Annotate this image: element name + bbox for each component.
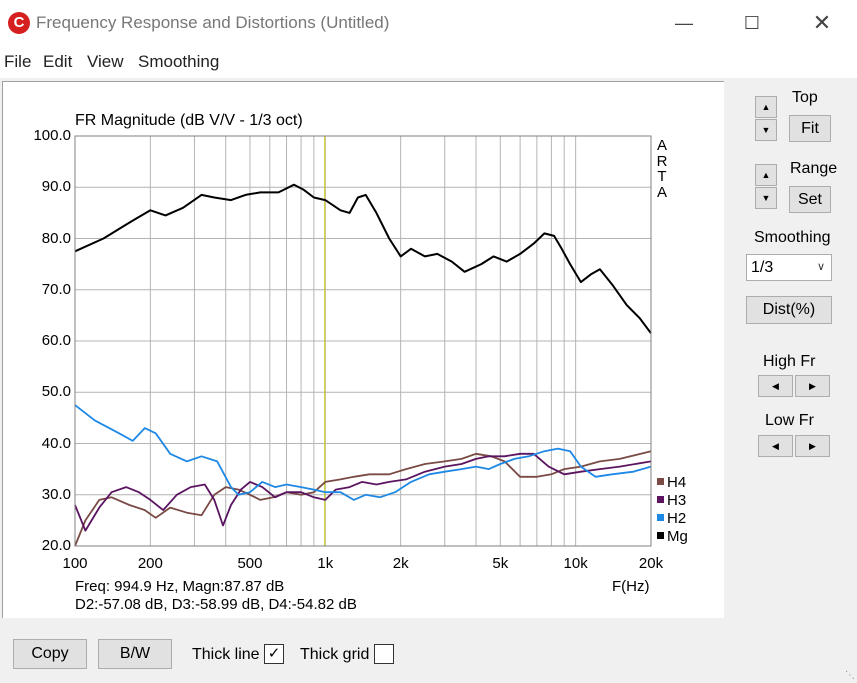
- arta-label: A R T A: [655, 138, 669, 200]
- y-tick-label: 50.0: [41, 383, 71, 401]
- menu-view[interactable]: View: [87, 52, 124, 71]
- window-title: Frequency Response and Distortions (Unti…: [36, 13, 390, 32]
- smoothing-select[interactable]: 1/3 ∨: [746, 254, 832, 281]
- series-line-h4: [74, 450, 652, 547]
- thick-line-checkbox[interactable]: ✓: [264, 644, 284, 664]
- plot-panel[interactable]: [2, 81, 724, 618]
- y-tick-label: 60.0: [41, 332, 71, 349]
- x-tick-label: 20k: [638, 555, 664, 572]
- y-tick-label: 80.0: [41, 229, 71, 247]
- close-icon[interactable]: ✕: [812, 10, 832, 35]
- x-tick-label: 1k: [317, 555, 334, 572]
- app-icon: C: [8, 12, 30, 34]
- thick-grid-label: Thick grid: [300, 646, 370, 663]
- x-tick-label: 500: [237, 555, 263, 572]
- plot-frame: [74, 135, 652, 547]
- top-down-button[interactable]: ▼: [755, 119, 777, 141]
- cursor-readout-freq: Freq: 994.9 Hz, Magn:87.87 dB: [75, 578, 285, 595]
- x-axis-label: F(Hz): [612, 578, 650, 595]
- series-line-h2: [74, 404, 652, 501]
- y-tick-label: 20.0: [41, 537, 71, 554]
- arta-letter: R: [656, 152, 668, 170]
- resize-grip-icon[interactable]: ⋱: [845, 670, 855, 681]
- legend-label: H3: [667, 492, 687, 509]
- x-tick-label: 10k: [563, 555, 588, 572]
- set-button[interactable]: Set: [789, 186, 831, 213]
- fit-button[interactable]: Fit: [789, 115, 831, 142]
- y-tick-label: 90.0: [41, 178, 71, 196]
- copy-button[interactable]: Copy: [13, 639, 87, 669]
- dist-percent-button[interactable]: Dist(%): [746, 296, 832, 324]
- menu-file[interactable]: File: [4, 52, 32, 71]
- legend-swatch: [657, 514, 664, 521]
- thick-grid-checkbox[interactable]: [374, 644, 394, 664]
- y-tick-label: 40.0: [41, 434, 71, 452]
- legend-label: H2: [667, 510, 687, 527]
- legend-label: H4: [667, 474, 687, 491]
- menu-edit[interactable]: Edit: [43, 52, 73, 71]
- x-tick-label: 2k: [392, 555, 409, 572]
- title-bar: C Frequency Response and Distortions (Un…: [0, 0, 857, 46]
- y-tick-label: 30.0: [41, 485, 71, 503]
- chevron-down-icon: ∨: [816, 261, 825, 273]
- x-tick-label: 200: [137, 555, 163, 572]
- smoothing-label: Smoothing: [754, 229, 831, 246]
- maximize-icon[interactable]: ☐: [743, 13, 761, 33]
- range-down-button[interactable]: ▼: [755, 187, 777, 209]
- low-fr-label: Low Fr: [765, 412, 814, 429]
- high-fr-label: High Fr: [763, 353, 816, 370]
- x-tick-label: 5k: [492, 555, 509, 572]
- high-fr-left-button[interactable]: ◀: [758, 375, 793, 397]
- series-line-mg: [74, 183, 652, 334]
- legend-swatch: [657, 496, 664, 503]
- arta-letter: T: [657, 168, 667, 185]
- menu-bar: File Edit View Smoothing: [0, 46, 857, 78]
- range-label: Range: [790, 160, 838, 177]
- arta-letter: A: [656, 183, 667, 201]
- minimize-icon[interactable]: —: [675, 13, 693, 33]
- legend-label: Mg: [667, 528, 688, 545]
- legend-h3: H3: [657, 492, 686, 509]
- legend-h4: H4: [657, 474, 686, 491]
- chart-title: FR Magnitude (dB V/V - 1/3 oct): [75, 112, 303, 129]
- legend-mg: Mg: [657, 528, 688, 545]
- y-tick-label: 100.0: [33, 127, 71, 144]
- x-tick-label: 100: [62, 555, 88, 572]
- legend-swatch: [657, 478, 664, 485]
- bw-button[interactable]: B/W: [98, 639, 172, 669]
- menu-smoothing[interactable]: Smoothing: [138, 52, 220, 71]
- top-up-button[interactable]: ▲: [755, 96, 777, 118]
- legend-h2: H2: [657, 510, 686, 527]
- high-fr-right-button[interactable]: ▶: [795, 375, 830, 397]
- range-up-button[interactable]: ▲: [755, 164, 777, 186]
- low-fr-left-button[interactable]: ◀: [758, 435, 793, 457]
- series-line-h3: [74, 452, 652, 532]
- arta-letter: A: [656, 137, 667, 154]
- y-tick-label: 70.0: [41, 280, 71, 298]
- smoothing-value: 1/3: [751, 259, 774, 276]
- legend-swatch: [657, 532, 664, 539]
- low-fr-right-button[interactable]: ▶: [795, 435, 830, 457]
- cursor-readout-distortion: D2:-57.08 dB, D3:-58.99 dB, D4:-54.82 dB: [75, 596, 357, 613]
- top-label: Top: [792, 89, 818, 106]
- thick-line-label: Thick line: [192, 646, 260, 663]
